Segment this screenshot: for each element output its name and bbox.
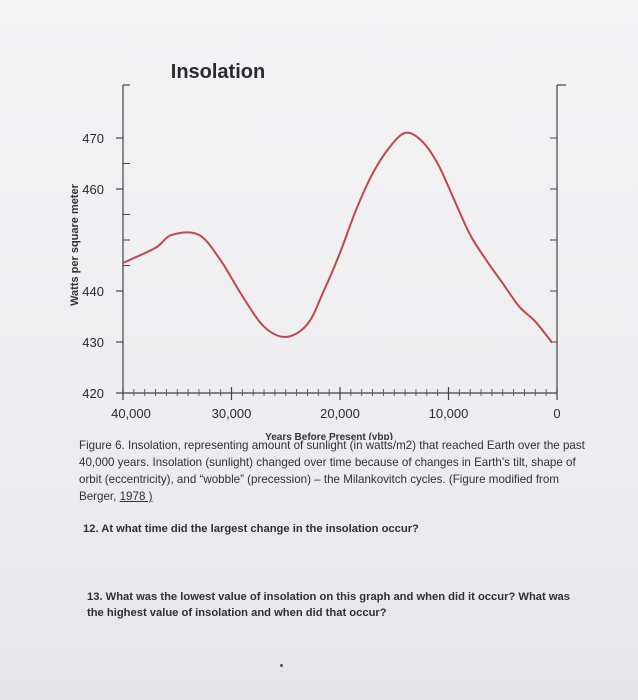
y-axis-label: Watts per square meter bbox=[69, 183, 81, 306]
insolation-series-line bbox=[122, 131, 553, 343]
x-tick-label-10000: 10,000 bbox=[429, 406, 469, 421]
y-tick-label-430: 430 bbox=[82, 335, 104, 350]
figure-caption: Figure 6. Insolation, representing amoun… bbox=[79, 437, 594, 505]
insolation-chart: Insolation Watts per square meter Years … bbox=[69, 61, 566, 440]
stray-dot bbox=[280, 664, 283, 667]
y-tick-label-440: 440 bbox=[82, 284, 104, 299]
x-minor-tick-group bbox=[133, 389, 547, 396]
right-tick-group bbox=[550, 137, 557, 343]
x-tick-label-20000: 20,000 bbox=[320, 406, 360, 421]
y-tick-label-460: 460 bbox=[82, 182, 104, 197]
x-tick-group: 40,000 30,000 20,000 10,000 0 bbox=[111, 387, 561, 421]
caption-text: Figure 6. Insolation, representing amoun… bbox=[79, 439, 585, 503]
x-tick-label-40000: 40,000 bbox=[111, 406, 151, 421]
y-tick-group: 470 460 440 430 420 bbox=[82, 131, 130, 401]
question-13: 13. What was the lowest value of insolat… bbox=[87, 591, 570, 619]
chart-title: Insolation bbox=[171, 61, 265, 83]
question-12: 12. At what time did the largest change … bbox=[83, 523, 419, 535]
x-axis-label: Years Before Present (ybp) bbox=[265, 432, 393, 440]
citation-link[interactable]: 1978 ) bbox=[119, 490, 153, 503]
x-tick-label-0: 0 bbox=[553, 406, 560, 421]
x-tick-label-30000: 30,000 bbox=[212, 406, 252, 421]
y-tick-label-470: 470 bbox=[82, 131, 104, 146]
y-tick-label-420: 420 bbox=[82, 386, 104, 401]
